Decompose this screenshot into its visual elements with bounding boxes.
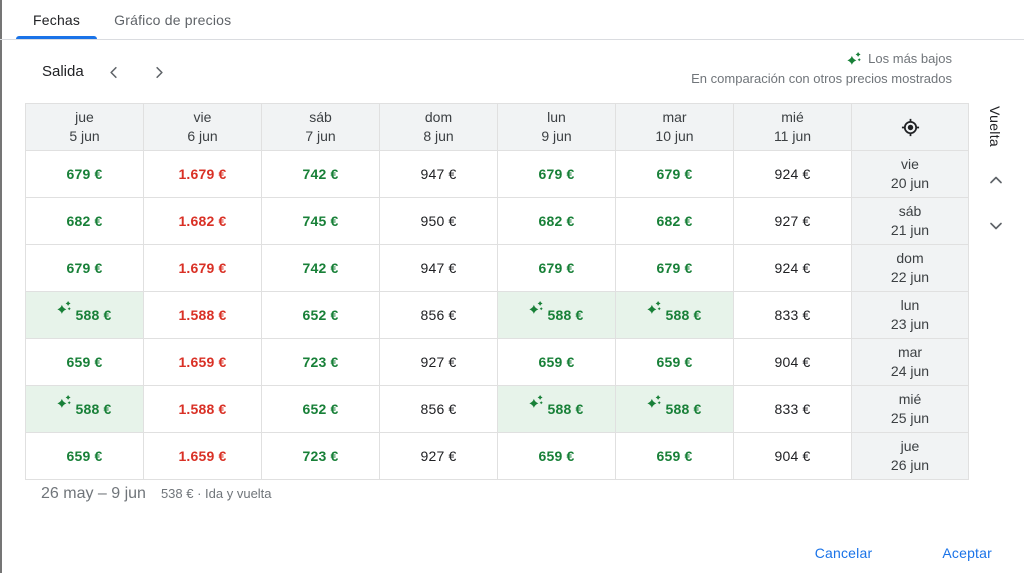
price-cell[interactable]: 679 € (26, 151, 144, 198)
price-cell[interactable]: 947 € (380, 245, 498, 292)
price-cell[interactable]: 745 € (262, 198, 380, 245)
cancel-button[interactable]: Cancelar (811, 543, 877, 563)
price-cell[interactable]: 927 € (380, 433, 498, 480)
dialog-actions: Cancelar Aceptar (811, 543, 996, 563)
return-date-cell: mié 25 jun (852, 386, 969, 433)
my-location-icon (900, 117, 921, 138)
lowest-price-sparkle-icon (647, 394, 662, 409)
price-cell[interactable]: 1.659 € (144, 433, 262, 480)
price-cell[interactable]: 682 € (498, 198, 616, 245)
price-cell[interactable]: 588 € (616, 386, 734, 433)
price-cell[interactable]: 856 € (380, 292, 498, 339)
departure-label: Salida (42, 63, 84, 80)
selected-date-range: 26 may – 9 jun (41, 485, 146, 502)
price-cell[interactable]: 682 € (26, 198, 144, 245)
return-date-cell: lun 23 jun (852, 292, 969, 339)
next-dates-button[interactable] (147, 60, 171, 84)
accept-button[interactable]: Aceptar (938, 543, 996, 563)
price-cell[interactable]: 742 € (262, 151, 380, 198)
price-cell[interactable]: 659 € (26, 433, 144, 480)
price-cell[interactable]: 659 € (498, 433, 616, 480)
price-cell[interactable]: 1.588 € (144, 386, 262, 433)
price-cell[interactable]: 588 € (26, 292, 144, 339)
price-cell[interactable]: 652 € (262, 292, 380, 339)
lowest-price-sparkle-icon (847, 51, 862, 66)
price-cell[interactable]: 1.659 € (144, 339, 262, 386)
price-cell[interactable]: 659 € (26, 339, 144, 386)
price-cell[interactable]: 679 € (498, 245, 616, 292)
return-scroll-down-button[interactable] (983, 213, 1009, 239)
price-cell[interactable]: 588 € (498, 292, 616, 339)
price-cell[interactable]: 833 € (734, 292, 852, 339)
chevron-up-icon (986, 170, 1006, 190)
return-date-cell: vie 20 jun (852, 151, 969, 198)
price-cell[interactable]: 1.682 € (144, 198, 262, 245)
tab-grafico-de-precios[interactable]: Gráfico de precios (97, 0, 248, 39)
price-cell[interactable]: 659 € (498, 339, 616, 386)
return-date-cell: jue 26 jun (852, 433, 969, 480)
price-cell[interactable]: 927 € (380, 339, 498, 386)
window-left-edge (0, 0, 2, 573)
return-date-cell: sáb 21 jun (852, 198, 969, 245)
chevron-left-icon (104, 63, 123, 82)
departure-column-header: lun 9 jun (498, 104, 616, 151)
tab-fechas[interactable]: Fechas (16, 0, 98, 39)
return-date-cell: dom 22 jun (852, 245, 969, 292)
price-cell[interactable]: 723 € (262, 339, 380, 386)
price-cell[interactable]: 679 € (498, 151, 616, 198)
lowest-price-sparkle-icon (647, 300, 662, 315)
price-cell[interactable]: 924 € (734, 151, 852, 198)
price-cell[interactable]: 927 € (734, 198, 852, 245)
price-cell[interactable]: 950 € (380, 198, 498, 245)
departure-column-header: jue 5 jun (26, 104, 144, 151)
price-cell[interactable]: 659 € (616, 433, 734, 480)
selected-price-summary: 538 € · Ida y vuelta (160, 486, 272, 501)
return-date-cell: mar 24 jun (852, 339, 969, 386)
price-cell[interactable]: 588 € (616, 292, 734, 339)
price-cell[interactable]: 723 € (262, 433, 380, 480)
price-cell[interactable]: 652 € (262, 386, 380, 433)
price-cell[interactable]: 833 € (734, 386, 852, 433)
price-cell[interactable]: 679 € (26, 245, 144, 292)
price-legend: Los más bajos En comparación con otros p… (691, 51, 952, 86)
return-label: Vuelta (987, 106, 1003, 147)
price-cell[interactable]: 679 € (616, 151, 734, 198)
price-cell[interactable]: 924 € (734, 245, 852, 292)
price-cell[interactable]: 682 € (616, 198, 734, 245)
price-cell[interactable]: 904 € (734, 433, 852, 480)
price-cell[interactable]: 904 € (734, 339, 852, 386)
price-cell[interactable]: 659 € (616, 339, 734, 386)
lowest-price-sparkle-icon (57, 300, 72, 315)
lowest-price-sparkle-icon (529, 300, 544, 315)
previous-dates-button[interactable] (101, 60, 125, 84)
departure-column-header: mié 11 jun (734, 104, 852, 151)
price-cell[interactable]: 588 € (26, 386, 144, 433)
legend-lowest-label: Los más bajos (868, 51, 952, 66)
price-cell[interactable]: 1.679 € (144, 245, 262, 292)
chevron-down-icon (986, 216, 1006, 236)
price-cell[interactable]: 1.679 € (144, 151, 262, 198)
departure-column-header: dom 8 jun (380, 104, 498, 151)
chevron-right-icon (150, 63, 169, 82)
departure-column-header: vie 6 jun (144, 104, 262, 151)
center-on-selection-button[interactable] (852, 104, 969, 151)
price-cell[interactable]: 742 € (262, 245, 380, 292)
tab-bar: Fechas Gráfico de precios (0, 0, 1024, 40)
price-cell[interactable]: 679 € (616, 245, 734, 292)
lowest-price-sparkle-icon (529, 394, 544, 409)
return-scroll-up-button[interactable] (983, 167, 1009, 193)
lowest-price-sparkle-icon (57, 394, 72, 409)
selection-summary: 26 may – 9 jun 538 € · Ida y vuelta (41, 485, 272, 503)
price-cell[interactable]: 588 € (498, 386, 616, 433)
price-cell[interactable]: 856 € (380, 386, 498, 433)
price-cell[interactable]: 1.588 € (144, 292, 262, 339)
price-grid: jue 5 jun vie 6 jun sáb 7 jun dom 8 jun lun 9 jun… (25, 103, 969, 480)
departure-column-header: sáb 7 jun (262, 104, 380, 151)
legend-comparison-note: En comparación con otros precios mostrad… (691, 71, 952, 86)
departure-column-header: mar 10 jun (616, 104, 734, 151)
price-cell[interactable]: 947 € (380, 151, 498, 198)
